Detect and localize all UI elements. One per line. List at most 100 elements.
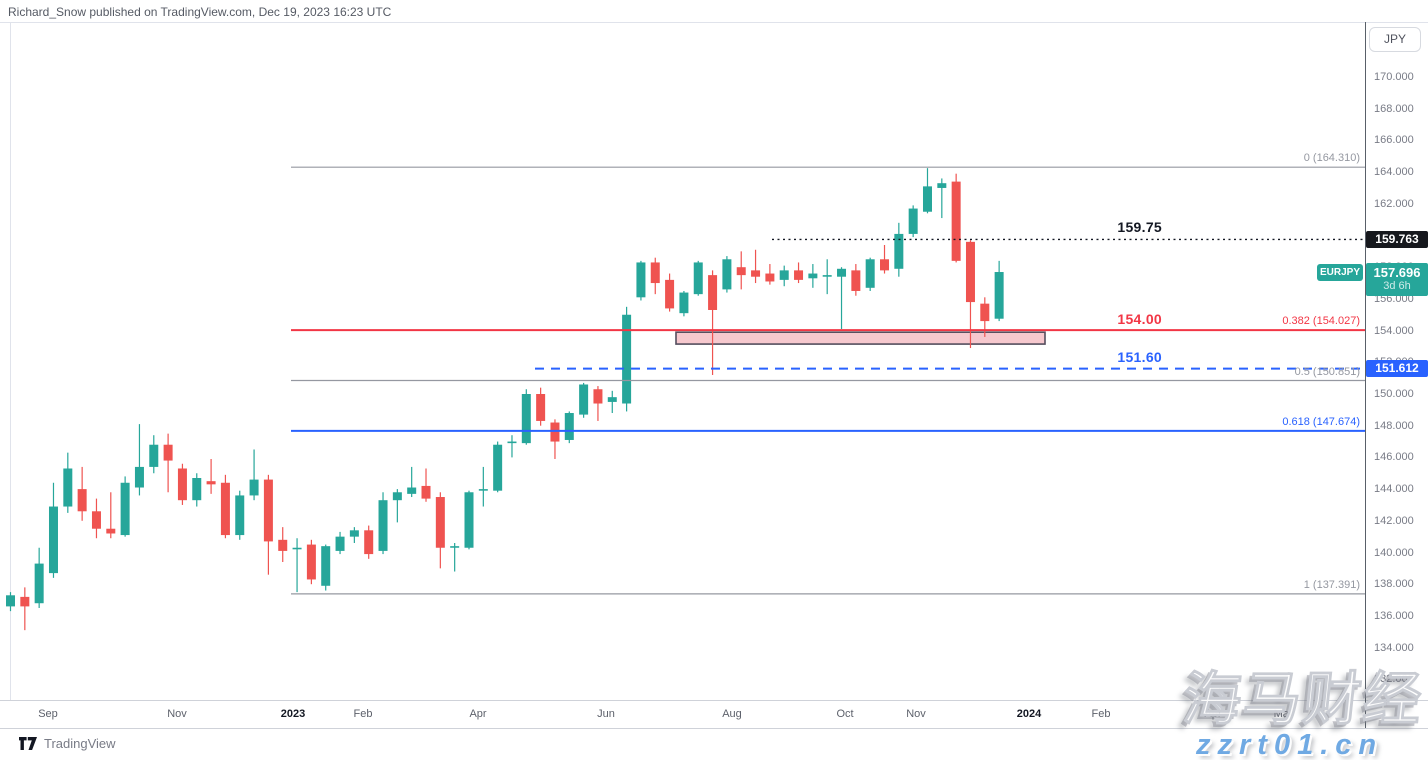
candle-body-23: [335, 536, 345, 551]
candle-body-14: [206, 481, 216, 485]
candle-body-40: [579, 384, 589, 415]
price-tick-138.000: 138.000: [1374, 578, 1414, 591]
candle-body-42: [607, 397, 617, 402]
candle-body-59: [851, 270, 861, 291]
candle-body-58: [837, 268, 847, 277]
candle-body-21: [306, 544, 316, 580]
tradingview-logo-icon: [19, 737, 37, 750]
time-axis-border-bottom: [0, 728, 1428, 729]
footer-brand[interactable]: TradingView: [18, 736, 116, 751]
time-tick-Aug: Aug: [722, 708, 742, 720]
candle-body-68: [980, 303, 990, 322]
candle-body-38: [550, 422, 560, 442]
candle-body-49: [708, 275, 718, 310]
candle-body-17: [249, 479, 259, 496]
time-tick-2024: 2024: [1016, 708, 1042, 720]
time-tick-Nov: Nov: [906, 708, 926, 720]
candle-body-7: [106, 528, 116, 534]
price-tick-146.000: 146.000: [1374, 451, 1414, 464]
candle-body-31: [450, 546, 460, 548]
support-zone: [675, 331, 1046, 345]
candle-body-15: [220, 482, 230, 536]
level-callout-0: 159.75: [1117, 219, 1162, 236]
candle-body-5: [77, 489, 87, 512]
candle-body-65: [937, 183, 947, 188]
candle-body-46: [665, 279, 675, 309]
candle-body-25: [364, 530, 374, 555]
price-tick-148.000: 148.000: [1374, 419, 1414, 432]
bar-countdown: 3d 6h: [1383, 280, 1411, 292]
candle-body-67: [965, 241, 975, 303]
price-tick-142.000: 142.000: [1374, 514, 1414, 527]
fib-level-label-2: 0.5 (150.851): [1294, 365, 1360, 378]
candle-body-20: [292, 547, 302, 550]
candle-body-69: [994, 272, 1004, 319]
tradingview-brand-text: TradingView: [44, 736, 116, 751]
candle-body-9: [134, 466, 144, 488]
candle-body-26: [378, 500, 388, 551]
candle-body-37: [536, 394, 546, 421]
candle-body-53: [765, 273, 775, 282]
level-callout-2: 151.60: [1117, 348, 1162, 365]
candle-body-16: [235, 495, 245, 536]
time-tick-Feb: Feb: [353, 708, 373, 720]
price-tick-144.000: 144.000: [1374, 483, 1414, 496]
candle-body-51: [736, 267, 746, 276]
price-tick-162.000: 162.000: [1374, 197, 1414, 210]
price-tick-150.000: 150.000: [1374, 388, 1414, 400]
candle-body-6: [91, 511, 101, 529]
currency-button[interactable]: JPY: [1369, 27, 1421, 52]
candle-body-34: [493, 444, 503, 491]
candle-body-48: [693, 262, 703, 295]
candle-body-32: [464, 492, 474, 548]
candle-body-4: [63, 468, 73, 507]
price-tick-132.000: 132.000: [1374, 673, 1414, 686]
time-tick-Feb: Feb: [1091, 708, 1111, 720]
fib-level-label-1: 0.382 (154.027): [1282, 315, 1360, 328]
candle-body-52: [751, 270, 761, 277]
time-tick-Apr: Apr: [1204, 708, 1222, 720]
candle-body-29: [421, 485, 431, 499]
candle-body-50: [722, 259, 732, 290]
candle-body-10: [149, 444, 159, 467]
candle-body-41: [593, 389, 603, 404]
candle-body-54: [779, 270, 789, 280]
price-tick-140.000: 140.000: [1374, 546, 1414, 559]
candle-body-60: [865, 259, 875, 288]
candle-body-36: [521, 394, 531, 444]
candle-body-39: [564, 413, 574, 440]
watermark-url: zzrt01.cn: [1196, 729, 1384, 760]
candle-body-64: [922, 186, 932, 212]
price-label-high: 159.763: [1366, 231, 1428, 248]
price-tick-166.000: 166.000: [1374, 134, 1414, 147]
price-tick-136.000: 136.000: [1374, 609, 1414, 622]
candle-body-57: [822, 275, 832, 277]
last-price-badge: 157.696 3d 6h: [1366, 263, 1428, 296]
candle-body-3: [48, 506, 58, 574]
candle-body-35: [507, 441, 517, 444]
candle-body-1: [20, 596, 30, 607]
candle-body-28: [407, 487, 417, 494]
candle-body-11: [163, 444, 173, 461]
price-tick-170.000: 170.000: [1374, 71, 1414, 83]
price-tick-154.000: 154.000: [1374, 324, 1414, 337]
candle-body-8: [120, 482, 130, 536]
candle-body-30: [435, 497, 445, 548]
pane-border-top: [0, 22, 1428, 23]
price-axis-separator: [1365, 22, 1366, 728]
candle-body-0: [6, 595, 15, 607]
candle-body-12: [177, 468, 187, 501]
pane-border-left: [10, 22, 11, 700]
price-tick-134.000: 134.000: [1374, 641, 1414, 654]
symbol-tag: EURJPY: [1317, 264, 1363, 281]
candle-body-27: [392, 492, 402, 501]
candle-body-45: [650, 262, 660, 284]
time-tick-Jun: Jun: [597, 708, 615, 720]
time-tick-Oct: Oct: [836, 708, 854, 720]
price-tick-164.000: 164.000: [1374, 166, 1414, 179]
candle-body-56: [808, 273, 818, 279]
last-price-value: 157.696: [1373, 265, 1421, 280]
candle-body-18: [263, 479, 273, 542]
time-axis-border-top: [0, 700, 1428, 701]
